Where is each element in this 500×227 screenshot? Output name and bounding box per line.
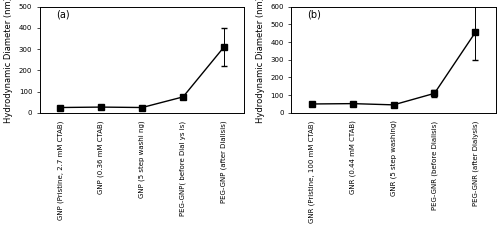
Y-axis label: Hydrodynamic Diameter (nm): Hydrodynamic Diameter (nm)	[256, 0, 264, 123]
Text: (b): (b)	[308, 10, 322, 20]
Text: (a): (a)	[56, 10, 70, 20]
Y-axis label: Hydrodynamic Diameter (nm): Hydrodynamic Diameter (nm)	[4, 0, 13, 123]
